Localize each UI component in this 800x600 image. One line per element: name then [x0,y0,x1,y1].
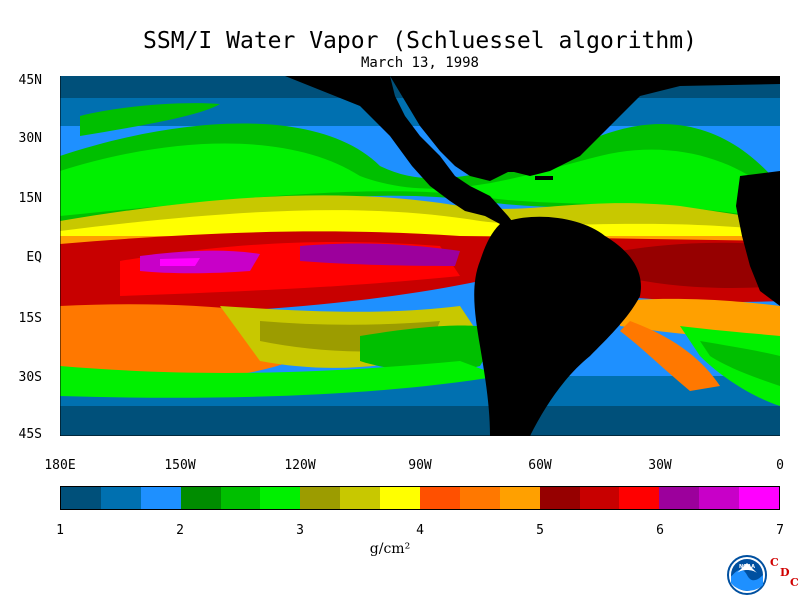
color-swatch-11 [499,487,540,509]
color-swatch-5 [260,487,301,509]
lon-label-150w: 150W [164,458,196,473]
lat-label-eq: EQ [26,250,42,265]
water-vapor-map [60,76,780,436]
scale-tick-5: 5 [536,523,544,538]
map-title: SSM/I Water Vapor (Schluessel algorithm) [143,28,697,54]
color-swatch-9 [420,487,460,509]
scale-tick-2: 2 [176,523,184,538]
color-swatch-13 [579,487,620,509]
noaa-logo-icon: NOAA [727,555,767,595]
scale-tick-3: 3 [296,523,304,538]
logo-text: NOAA [739,564,755,570]
lat-label-30n: 30N [18,131,42,146]
lon-label-60w: 60W [528,458,552,473]
color-swatch-2 [140,487,181,509]
color-swatch-16 [699,487,740,509]
scale-tick-7: 7 [776,523,784,538]
lon-label-120w: 120W [284,458,316,473]
cdc-letter-c2: C [790,576,799,589]
color-swatch-10 [459,487,500,509]
color-swatch-4 [220,487,261,509]
color-swatch-14 [619,487,660,509]
color-swatch-17 [739,487,780,509]
lon-label-30w: 30W [648,458,672,473]
scale-unit-label: g/cm² [369,541,411,557]
color-swatch-12 [539,487,580,509]
scale-tick-4: 4 [416,523,424,538]
map-date: March 13, 1998 [360,55,479,71]
cdc-letter-d: D [780,566,790,579]
lat-label-15n: 15N [18,191,42,206]
color-swatch-3 [180,487,221,509]
lat-label-45s: 45S [18,427,42,442]
lat-label-45n: 45N [18,73,42,88]
lon-label-0: 0 [776,458,784,473]
color-swatch-7 [340,487,381,509]
color-swatch-0 [61,487,101,509]
scale-tick-6: 6 [656,523,664,538]
scale-tick-1: 1 [56,523,64,538]
lat-label-30s: 30S [18,370,42,385]
lon-label-90w: 90W [408,458,432,473]
color-swatch-15 [659,487,700,509]
color-swatch-6 [300,487,341,509]
lat-label-15s: 15S [18,311,42,326]
lon-label-180e: 180E [44,458,76,473]
cdc-letter-c1: C [770,556,779,569]
color-swatch-1 [100,487,141,509]
color-scale-bar [60,486,780,510]
color-swatch-8 [380,487,421,509]
